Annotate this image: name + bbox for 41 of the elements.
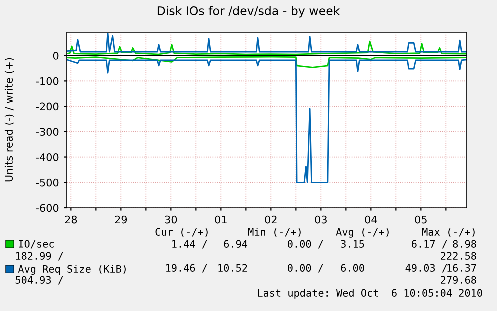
text: Last update: Wed Oct 6 10:05:04 2010 xyxy=(258,289,482,299)
text: 279.68 xyxy=(441,276,476,284)
y-tick-label: 0 xyxy=(53,52,59,60)
text: 8.98 xyxy=(453,240,476,248)
x-tick-label: 30 xyxy=(165,216,178,224)
x-tick-label: 04 xyxy=(365,216,378,224)
text: 6.94 xyxy=(224,240,248,248)
y-tick-label: -200 xyxy=(36,102,59,111)
y-tick-label: -600 xyxy=(36,204,59,212)
text: 222.58 xyxy=(441,252,476,260)
legend-label: IO/sec xyxy=(19,240,54,249)
text: 504.93 / xyxy=(16,276,64,285)
text: 16.37 xyxy=(448,264,476,272)
text: 182.99 / xyxy=(16,252,64,261)
text: 49.03 / xyxy=(406,264,448,273)
legend-label: Avg Req Size (KiB) xyxy=(18,265,126,276)
x-tick-label: 05 xyxy=(415,216,427,224)
text: 1.44 / xyxy=(172,240,208,249)
text: 10.52 xyxy=(218,264,248,272)
text: 6.17 / xyxy=(412,240,448,249)
chart-title: Disk IOs for /dev/sda - by week xyxy=(158,6,340,18)
x-tick-label: 29 xyxy=(115,216,128,224)
text: Min (-/+) xyxy=(248,228,301,238)
x-tick-label: 01 xyxy=(215,216,227,224)
y-tick-label: -300 xyxy=(36,128,59,136)
x-tick-label: 28 xyxy=(65,216,78,224)
x-tick-label: 02 xyxy=(265,216,277,224)
text: 3.15 xyxy=(341,240,364,248)
text: 6.00 xyxy=(341,264,364,272)
y-tick-label: -500 xyxy=(36,178,59,187)
text: Max (-/+) xyxy=(422,228,475,238)
text: 19.46 / xyxy=(166,264,208,273)
text: 0.00 / xyxy=(288,240,324,249)
text: Cur (-/+) xyxy=(156,228,208,238)
text: 0.00 / xyxy=(288,264,324,273)
y-tick-label: -400 xyxy=(36,154,59,162)
y-tick-label: -100 xyxy=(36,77,59,86)
text: Avg (-/+) xyxy=(336,228,389,238)
x-tick-label: 03 xyxy=(315,216,327,224)
y-axis-title: Units read (-) / write (+) xyxy=(4,58,14,182)
line-series xyxy=(67,59,467,184)
